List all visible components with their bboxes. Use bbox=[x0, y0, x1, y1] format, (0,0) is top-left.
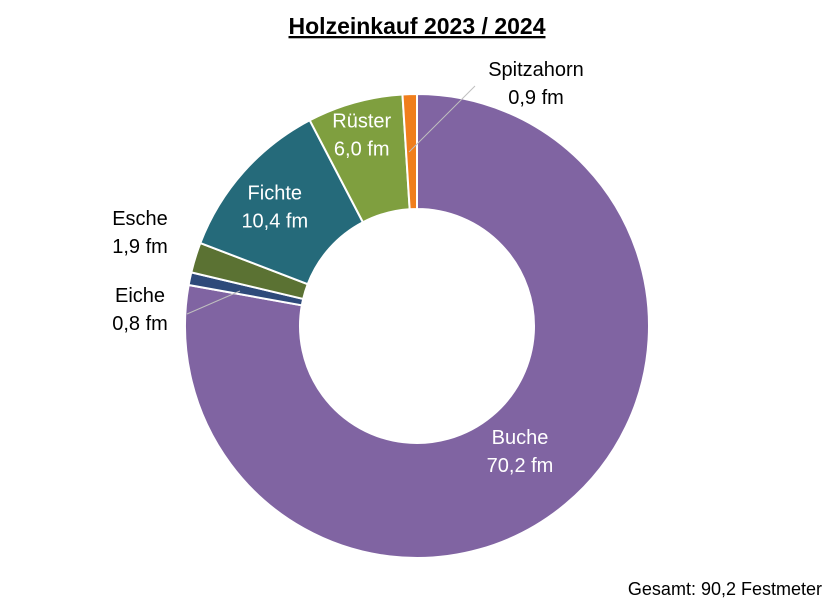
label-value-fichte: 10,4 fm bbox=[241, 210, 308, 232]
label-fichte: Fichte 10,4 fm bbox=[241, 182, 308, 232]
label-name-esche: Esche bbox=[112, 208, 168, 230]
label-name-spitzahorn: Spitzahorn bbox=[488, 59, 584, 81]
leader-spitzahorn bbox=[408, 85, 476, 153]
total-note: Gesamt: 90,2 Festmeter bbox=[627, 579, 822, 599]
label-name-fichte: Fichte bbox=[248, 182, 302, 204]
label-eiche: Eiche 0,8 fm bbox=[112, 285, 168, 335]
slice-labels: Buche 70,2 fm Eiche 0,8 fm Esche 1,9 fm Fichte… bbox=[112, 59, 584, 477]
leader-lines bbox=[186, 85, 476, 315]
label-ruester: Rüster 6,0 fm bbox=[332, 111, 391, 161]
label-value-buche: 70,2 fm bbox=[487, 455, 554, 477]
label-value-eiche: 0,8 fm bbox=[112, 313, 168, 335]
label-spitzahorn: Spitzahorn 0,9 fm bbox=[488, 59, 584, 109]
label-name-eiche: Eiche bbox=[115, 285, 165, 307]
label-name-buche: Buche bbox=[492, 427, 549, 449]
label-name-ruester: Rüster bbox=[332, 111, 391, 133]
chart-title: Holzeinkauf 2023 / 2024 bbox=[289, 13, 546, 39]
label-value-spitzahorn: 0,9 fm bbox=[508, 87, 564, 109]
label-buche: Buche 70,2 fm bbox=[487, 427, 554, 477]
label-value-ruester: 6,0 fm bbox=[334, 139, 390, 161]
label-value-esche: 1,9 fm bbox=[112, 236, 168, 258]
leader-eiche bbox=[186, 290, 241, 315]
label-esche: Esche 1,9 fm bbox=[112, 208, 168, 258]
slice-buche bbox=[184, 92, 650, 559]
slices-group bbox=[184, 92, 650, 559]
